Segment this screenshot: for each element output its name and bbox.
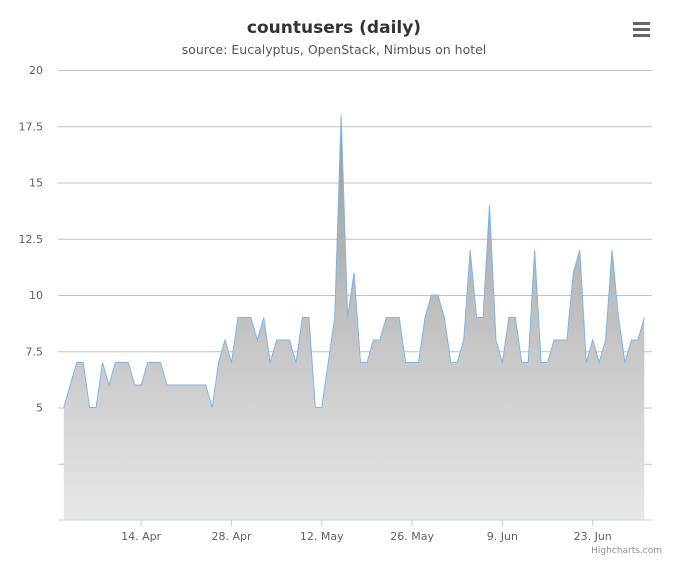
y-tick-label: 12.5 [19,233,44,246]
x-tick-label: 26. May [390,530,434,543]
chart-subtitle: source: Eucalyptus, OpenStack, Nimbus on… [182,42,487,57]
y-tick-label: 15 [29,177,43,190]
y-tick-label: 17.5 [19,120,44,133]
x-axis-labels: 14. Apr 28. Apr 12. May 26. May 9. Jun 23. Ju… [121,520,612,543]
series-area [63,115,645,520]
series-line [63,114,645,408]
y-tick-label: 20 [29,64,43,77]
y-axis-labels: 5 7.5 10 12.5 15 17.5 20 [19,64,44,415]
y-tick-label: 10 [29,289,43,302]
credits-link[interactable]: Highcharts.com [591,546,662,556]
y-tick-label: 5 [36,402,43,415]
hamburger-menu-icon[interactable] [628,16,656,42]
x-tick-label: 23. Jun [574,530,612,543]
x-tick-label: 12. May [300,530,344,543]
x-tick-label: 28. Apr [211,530,251,543]
y-tick-label: 7.5 [26,345,44,358]
chart-title: countusers (daily) [247,18,421,38]
x-tick-label: 14. Apr [121,530,161,543]
x-tick-label: 9. Jun [487,530,518,543]
